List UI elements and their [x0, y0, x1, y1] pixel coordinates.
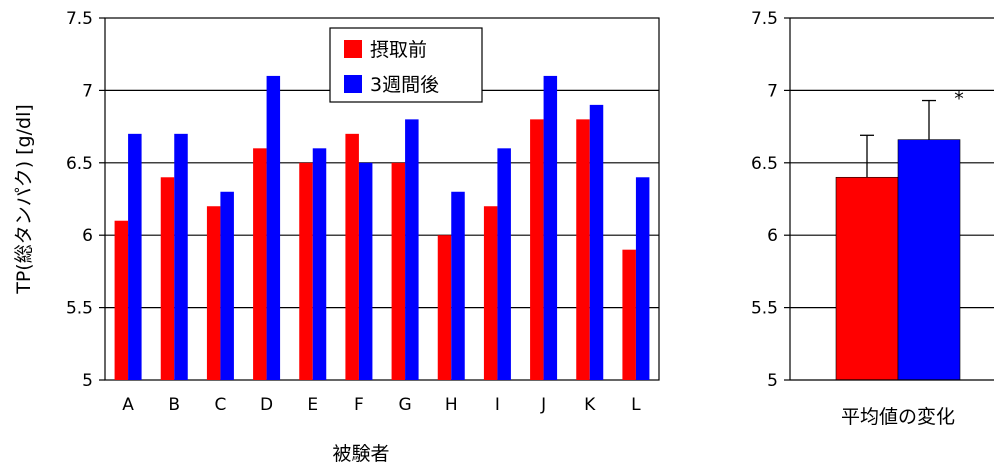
left-x-tick-label: A [122, 395, 134, 415]
bar-before [253, 148, 267, 380]
left-y-tick-label: 7.5 [66, 9, 93, 29]
right-y-tick-label: 7 [767, 81, 778, 101]
left-x-tick-label: I [495, 395, 500, 415]
bar-before [345, 133, 359, 380]
mean-bar-before [835, 176, 899, 381]
bar-after [497, 148, 511, 380]
left-x-tick-label: F [354, 395, 364, 415]
bar-before [160, 177, 175, 380]
right-chart: 5 5.5 6 6.5 7 7.5 平均値の変化 * [751, 9, 994, 428]
left-x-tick-label: H [445, 395, 458, 415]
left-y-tick-label: 6 [82, 226, 93, 246]
left-x-tick-label: L [631, 395, 641, 415]
left-x-tick-label: C [214, 395, 226, 415]
bar-after [174, 133, 188, 380]
left-y-tick-label: 5 [82, 371, 93, 391]
left-x-tick-label: J [540, 395, 546, 415]
bar-before [437, 235, 452, 380]
bar-before [299, 162, 313, 380]
legend-label-after: 3週間後 [370, 74, 439, 96]
bar-after [128, 133, 142, 380]
bar-after [266, 75, 281, 381]
left-y-tick-label: 5.5 [66, 299, 93, 319]
bar-after [451, 191, 465, 380]
bar-after [312, 148, 327, 380]
bar-before [483, 206, 498, 380]
significance-marker: * [954, 88, 964, 110]
mean-bar-after [897, 139, 961, 381]
right-y-tick-label: 5 [767, 371, 778, 391]
bar-before [622, 249, 636, 380]
legend-swatch-after [344, 75, 362, 93]
bar-before [576, 119, 590, 381]
bar-after [589, 104, 604, 380]
legend: 摂取前 3週間後 [329, 27, 483, 103]
bar-before [206, 206, 221, 380]
left-chart: 5 5.5 6 6.5 7 7.5 A B C D E F G H I J K L 被験者 TP(総タンパク) … [13, 9, 660, 465]
left-x-tick-label: K [584, 395, 596, 415]
left-y-axis-label: TP(総タンパク) [g/dl] [13, 104, 35, 295]
bar-after [220, 191, 234, 380]
bar-after [405, 119, 419, 381]
left-y-tick-label: 7 [82, 81, 93, 101]
left-x-tick-label: E [307, 395, 318, 415]
bar-after [635, 177, 650, 380]
left-x-axis-label: 被験者 [332, 443, 389, 465]
left-y-tick-label: 6.5 [66, 154, 93, 174]
right-y-tick-label: 6 [767, 226, 778, 246]
bar-before [114, 220, 129, 380]
bar-before [530, 119, 544, 381]
bar-before [391, 162, 406, 380]
left-x-tick-label: G [398, 395, 411, 415]
legend-label-before: 摂取前 [370, 39, 427, 61]
bar-after [358, 162, 373, 380]
right-y-tick-label: 7.5 [751, 9, 778, 29]
left-x-tick-label: B [168, 395, 180, 415]
right-x-axis-label: 平均値の変化 [841, 406, 955, 428]
left-x-tick-label: D [260, 395, 273, 415]
right-y-tick-label: 6.5 [751, 154, 778, 174]
bar-after [543, 75, 558, 381]
right-y-tick-label: 5.5 [751, 299, 778, 319]
legend-swatch-before [344, 40, 362, 58]
